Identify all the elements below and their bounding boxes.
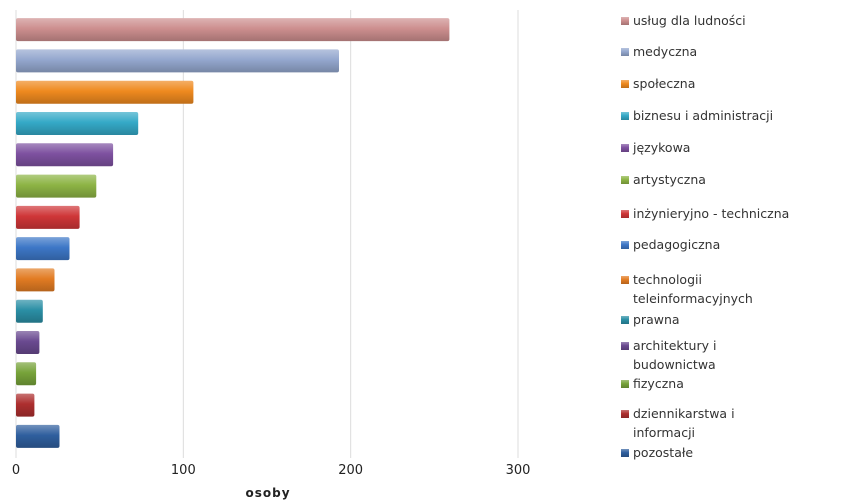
bar-5 bbox=[16, 143, 114, 167]
x-tick-label: 300 bbox=[506, 463, 531, 478]
gridlines bbox=[15, 10, 519, 458]
legend-marker-13 bbox=[621, 410, 629, 418]
bar-10 bbox=[16, 299, 43, 323]
legend-label-1: usług dla ludności bbox=[633, 13, 746, 28]
x-axis-title: osoby bbox=[245, 486, 290, 500]
bar-13 bbox=[16, 393, 35, 417]
legend-marker-6 bbox=[621, 176, 629, 184]
bar-1 bbox=[16, 18, 450, 42]
legend-marker-7 bbox=[621, 210, 629, 218]
legend-marker-4 bbox=[621, 112, 629, 120]
bar-3 bbox=[16, 80, 194, 104]
bar-12 bbox=[16, 362, 37, 386]
legend-label-4: biznesu i administracji bbox=[633, 108, 773, 123]
legend-label-2: medyczna bbox=[633, 44, 697, 59]
bar-7 bbox=[16, 205, 80, 229]
bars bbox=[16, 18, 450, 448]
legend-label-11: budownictwa bbox=[633, 357, 716, 372]
legend-marker-11 bbox=[621, 342, 629, 350]
legend-label-8: pedagogiczna bbox=[633, 237, 720, 252]
legend-marker-1 bbox=[621, 17, 629, 25]
bar-2 bbox=[16, 49, 339, 73]
bar-14 bbox=[16, 424, 60, 448]
legend-label-3: społeczna bbox=[633, 76, 695, 91]
bar-6 bbox=[16, 174, 97, 198]
legend: usług dla ludności medyczna społeczna bizne… bbox=[621, 13, 789, 460]
legend-label-13: dziennikarstwa i bbox=[633, 406, 735, 421]
legend-marker-14 bbox=[621, 449, 629, 457]
legend-marker-5 bbox=[621, 144, 629, 152]
legend-label-10: prawna bbox=[633, 312, 680, 327]
legend-marker-3 bbox=[621, 80, 629, 88]
legend-label-7: inżynieryjno - techniczna bbox=[633, 206, 789, 221]
x-tick-label: 200 bbox=[338, 463, 363, 478]
legend-label-9: teleinformacyjnych bbox=[633, 291, 753, 306]
x-tick-label: 100 bbox=[171, 463, 196, 478]
legend-label-5: językowa bbox=[632, 140, 690, 155]
bar-9 bbox=[16, 268, 55, 292]
bar-4 bbox=[16, 112, 139, 135]
bar-11 bbox=[16, 331, 40, 354]
legend-label-13: informacji bbox=[633, 425, 695, 440]
legend-label-11: architektury i bbox=[633, 338, 716, 353]
legend-marker-2 bbox=[621, 48, 629, 56]
legend-label-9: technologii bbox=[633, 272, 702, 287]
legend-marker-12 bbox=[621, 380, 629, 388]
legend-label-12: fizyczna bbox=[633, 376, 684, 391]
x-axis-ticks: 0 100 200 300 bbox=[12, 463, 531, 478]
legend-marker-8 bbox=[621, 241, 629, 249]
legend-label-6: artystyczna bbox=[633, 172, 706, 187]
legend-marker-9 bbox=[621, 276, 629, 284]
x-tick-label: 0 bbox=[12, 463, 20, 478]
bar-8 bbox=[16, 237, 70, 261]
legend-marker-10 bbox=[621, 316, 629, 324]
legend-label-14: pozostałe bbox=[633, 445, 693, 460]
